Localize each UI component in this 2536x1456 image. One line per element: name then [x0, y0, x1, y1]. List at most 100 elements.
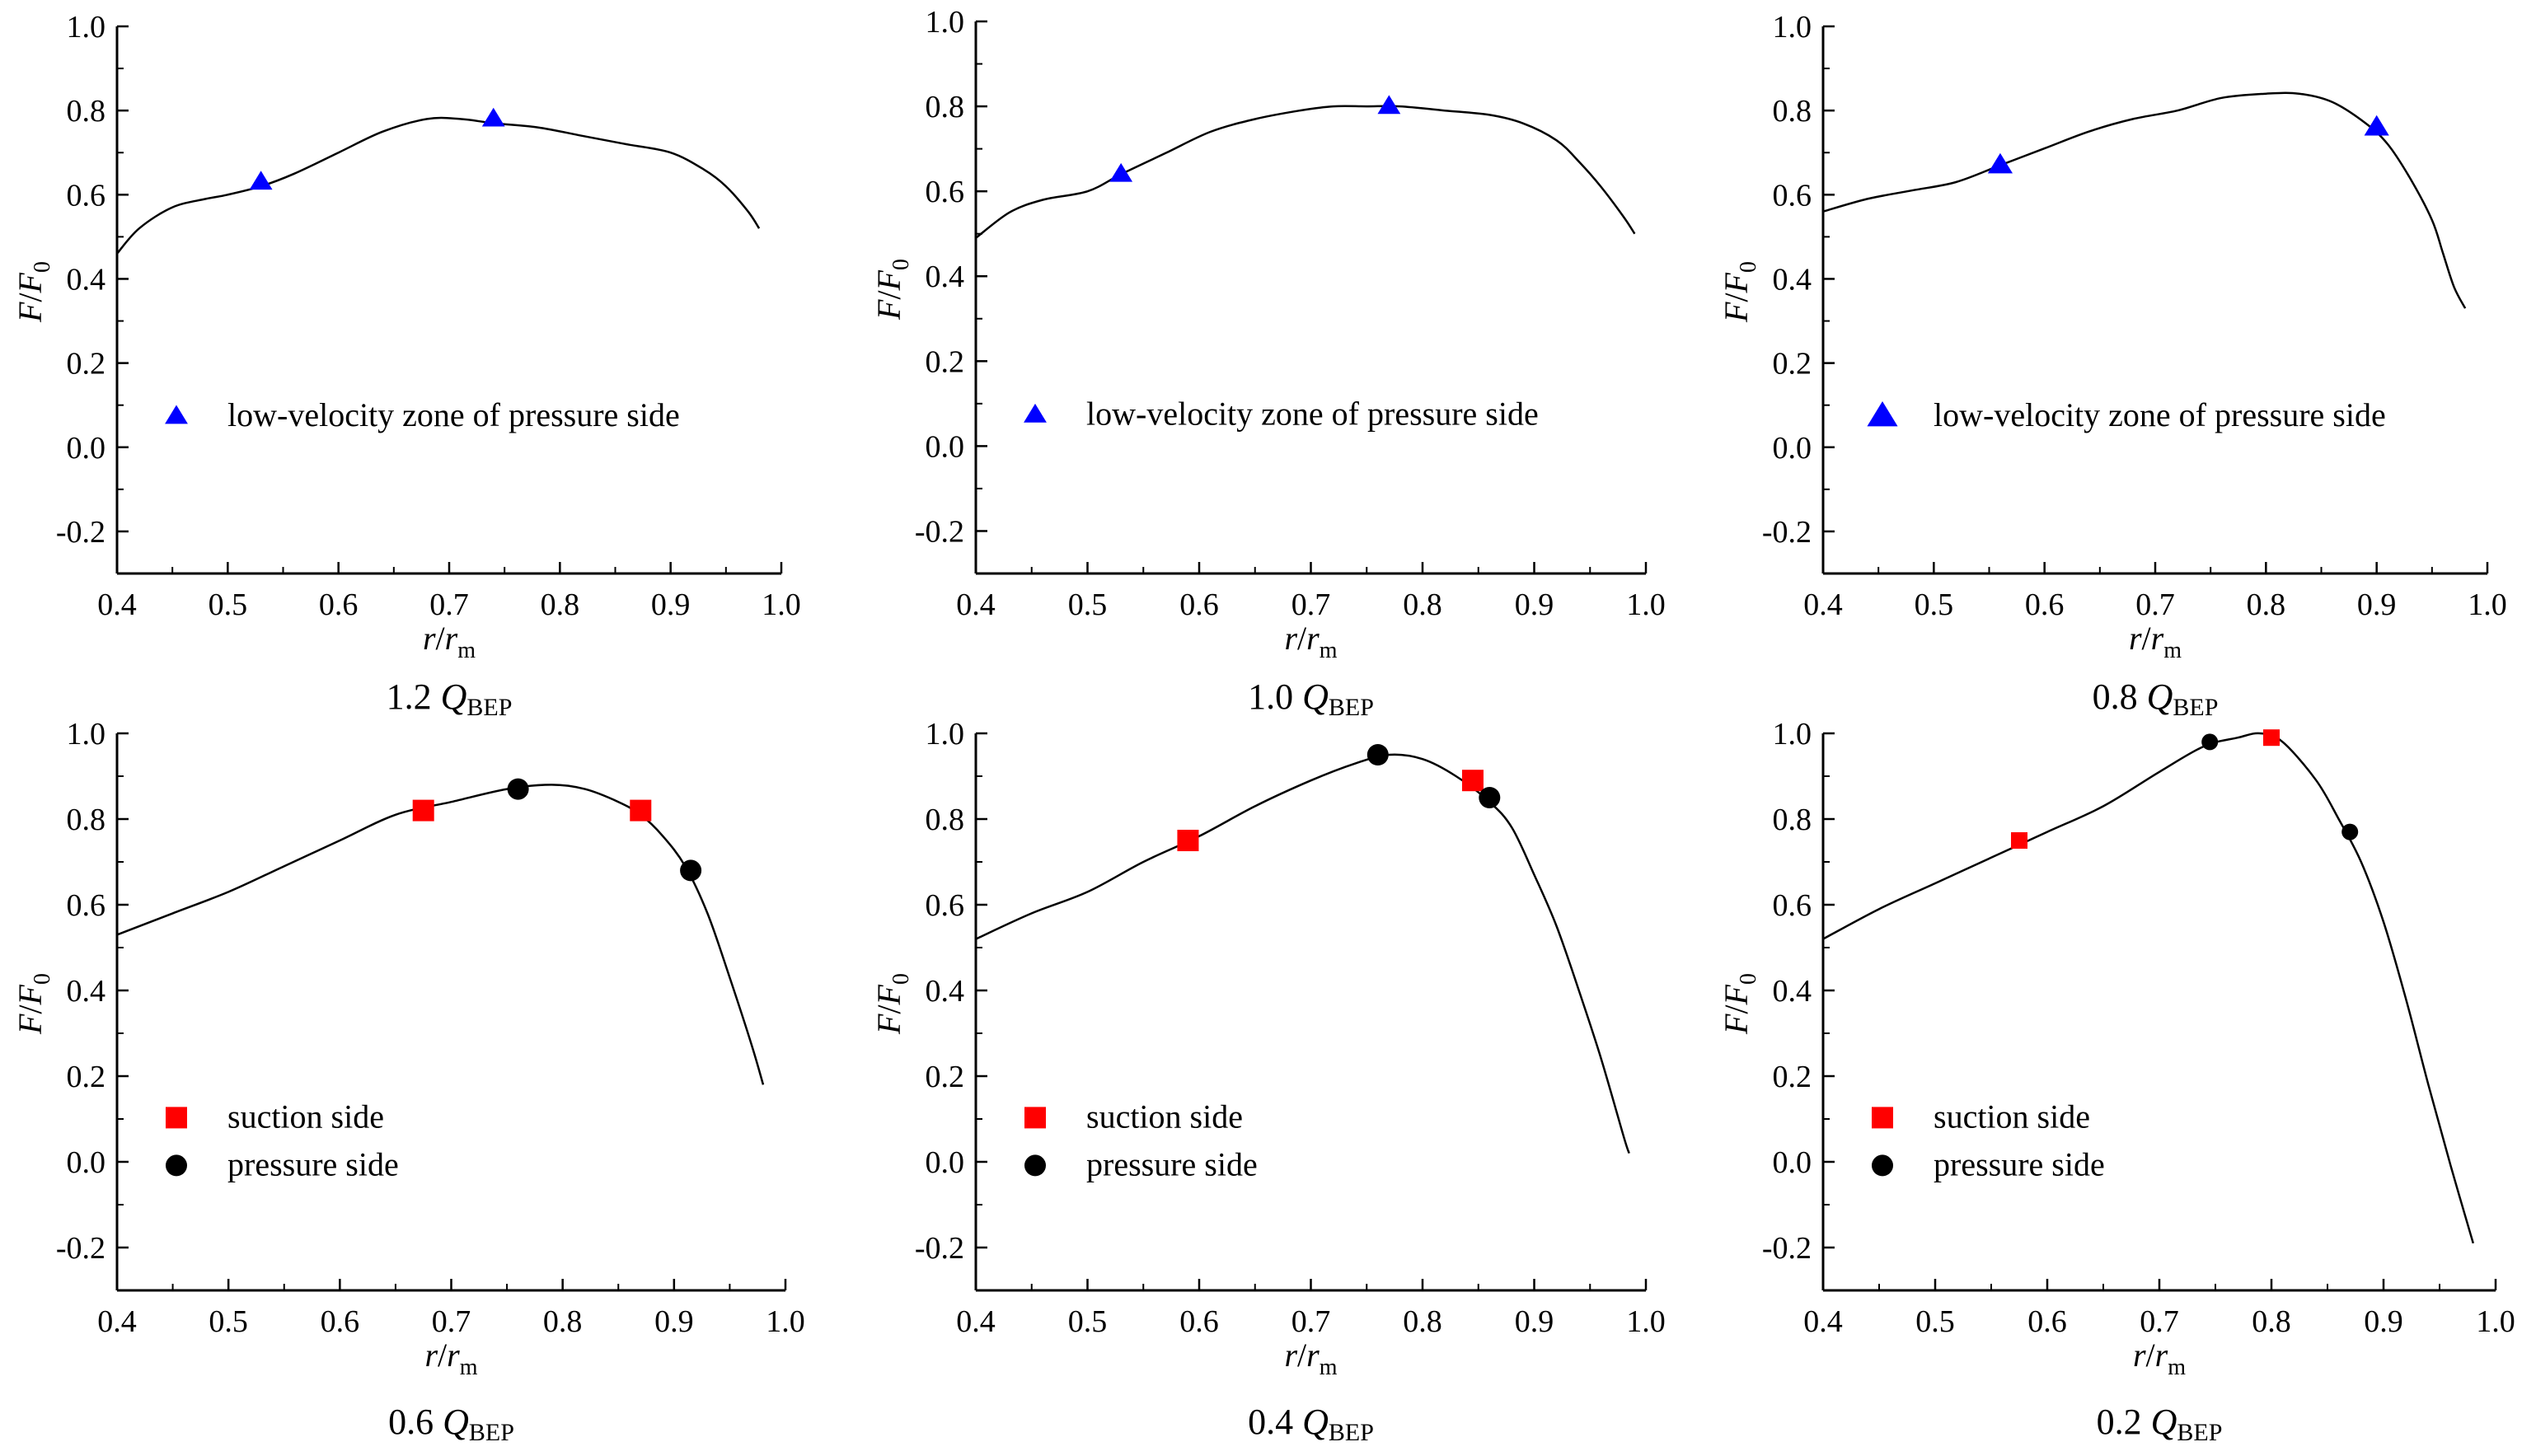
y-tick-label: 0.8 — [926, 803, 965, 837]
caption-q-symbol: Q — [2150, 1402, 2177, 1442]
y-tick-label: -0.2 — [915, 514, 964, 549]
y-tick-label: 1.0 — [926, 5, 965, 40]
legend-marker — [1024, 1107, 1046, 1129]
x-tick-label: 0.7 — [429, 588, 469, 622]
x-axis-label: r/rm — [2129, 620, 2182, 663]
chart-panel-5: 0.4 0.5 0.6 0.7 0.8 0.9 1.0 -0.2 0.0 0.2 0.4 0.6 0.8… — [870, 717, 1666, 1380]
y-tick-label: 0.6 — [926, 888, 965, 923]
y-tick-label: 0.4 — [67, 974, 106, 1009]
pressure-side-marker — [2341, 823, 2359, 840]
x-tick-label: 0.9 — [654, 1304, 694, 1339]
triangle-marker — [249, 171, 273, 190]
y-tick-label: -0.2 — [56, 1231, 105, 1266]
caption-flow-rate: 0.8 — [2092, 677, 2147, 717]
caption-q-symbol: Q — [440, 677, 467, 717]
triangle-marker — [1109, 162, 1133, 182]
y-tick-label: 0.8 — [67, 94, 106, 129]
legend-label: suction side — [227, 1098, 384, 1135]
legend-label: low-velocity zone of pressure side — [227, 396, 680, 433]
y-tick-label: -0.2 — [1762, 1231, 1812, 1266]
caption-q-symbol: Q — [1302, 677, 1329, 717]
data-curve — [116, 784, 765, 1085]
caption-subscript: BEP — [2177, 1419, 2223, 1446]
suction-side-marker — [1461, 770, 1484, 792]
data-curve — [975, 753, 1630, 1154]
caption-subscript: BEP — [1328, 1419, 1374, 1446]
x-tick-label: 0.7 — [432, 1304, 471, 1339]
x-tick-label: 0.6 — [319, 588, 359, 622]
pressure-side-marker — [2201, 733, 2219, 751]
x-tick-label: 1.0 — [1626, 588, 1666, 622]
x-tick-label: 0.8 — [1403, 588, 1442, 622]
y-tick-label: 0.8 — [1773, 94, 1812, 129]
suction-side-marker — [2011, 832, 2027, 849]
caption-subscript: BEP — [1328, 694, 1374, 721]
legend-marker — [1867, 400, 1898, 427]
y-tick-label: 0.0 — [1773, 431, 1812, 466]
x-tick-label: 0.8 — [1403, 1304, 1442, 1339]
y-tick-label: 0.0 — [1773, 1145, 1812, 1180]
panel-caption-5: 0.4 QBEP — [1146, 1401, 1476, 1447]
legend-label: low-velocity zone of pressure side — [1934, 396, 2386, 433]
legend-marker — [166, 1154, 187, 1177]
caption-q-symbol: Q — [1302, 1402, 1329, 1442]
x-tick-label: 0.6 — [2025, 588, 2065, 622]
x-tick-label: 0.9 — [1515, 588, 1554, 622]
caption-q-symbol: Q — [2146, 677, 2173, 717]
triangle-marker — [2364, 115, 2389, 136]
x-tick-label: 0.6 — [1179, 588, 1219, 622]
panel-caption-1: 1.2 QBEP — [284, 676, 614, 722]
y-tick-label: 0.6 — [67, 888, 106, 923]
x-tick-label: 1.0 — [766, 1304, 805, 1339]
suction-side-marker — [412, 799, 434, 822]
y-tick-label: 0.6 — [1773, 178, 1812, 213]
y-tick-label: 0.4 — [926, 974, 965, 1009]
y-tick-label: 0.2 — [926, 1060, 965, 1094]
x-axis-label: r/rm — [1284, 1337, 1337, 1380]
panel-caption-4: 0.6 QBEP — [287, 1401, 616, 1447]
y-tick-label: 0.6 — [926, 175, 965, 209]
caption-flow-rate: 0.4 — [1248, 1402, 1303, 1442]
legend-label: low-velocity zone of pressure side — [1086, 396, 1539, 433]
x-tick-label: 0.4 — [97, 1304, 137, 1339]
y-tick-label: 0.6 — [1773, 888, 1812, 923]
y-tick-label: 0.8 — [926, 90, 965, 124]
y-axis-label: F/F0 — [870, 259, 914, 321]
x-tick-label: 0.5 — [1068, 588, 1108, 622]
chart-panel-4: 0.4 0.5 0.6 0.7 0.8 0.9 1.0 -0.2 0.0 0.2 0.4 0.6 0.8… — [12, 717, 805, 1380]
caption-flow-rate: 1.0 — [1248, 677, 1303, 717]
legend-label: pressure side — [227, 1145, 399, 1182]
triangle-marker — [481, 107, 505, 127]
y-tick-label: 0.4 — [67, 262, 106, 297]
panel-caption-6: 0.2 QBEP — [1995, 1401, 2324, 1447]
y-axis-label: F/F0 — [12, 973, 55, 1035]
y-tick-label: 0.2 — [67, 1060, 106, 1094]
y-tick-label: 0.4 — [926, 260, 965, 294]
x-axis-label: r/rm — [423, 620, 476, 663]
y-axis-label: F/F0 — [870, 973, 914, 1035]
y-tick-label: 0.2 — [1773, 347, 1812, 382]
data-curve — [116, 116, 761, 255]
suction-side-marker — [630, 799, 652, 822]
x-tick-label: 0.6 — [2027, 1304, 2067, 1339]
data-curve — [1822, 732, 2475, 1244]
y-axis-label: F/F0 — [1718, 261, 1761, 323]
chart-panel-6: 0.4 0.5 0.6 0.7 0.8 0.9 1.0 -0.2 0.0 0.2 0.4 0.6 0.8… — [1718, 717, 2515, 1380]
pressure-side-marker — [507, 778, 529, 800]
pressure-side-marker — [680, 859, 702, 882]
caption-flow-rate: 0.2 — [2096, 1402, 2151, 1442]
x-tick-label: 1.0 — [2476, 1304, 2515, 1339]
x-tick-label: 0.4 — [97, 588, 137, 622]
x-tick-label: 0.8 — [541, 588, 580, 622]
suction-side-marker — [1177, 830, 1199, 851]
y-tick-label: 1.0 — [926, 717, 965, 751]
x-tick-label: 0.4 — [956, 1304, 996, 1339]
x-tick-label: 0.4 — [956, 588, 996, 622]
x-axis-label: r/rm — [1284, 620, 1337, 663]
x-tick-label: 0.9 — [2364, 1304, 2403, 1339]
legend-marker — [1872, 1107, 1893, 1129]
y-tick-label: -0.2 — [56, 515, 105, 550]
legend-marker — [1024, 1154, 1046, 1177]
x-tick-label: 0.8 — [543, 1304, 583, 1339]
